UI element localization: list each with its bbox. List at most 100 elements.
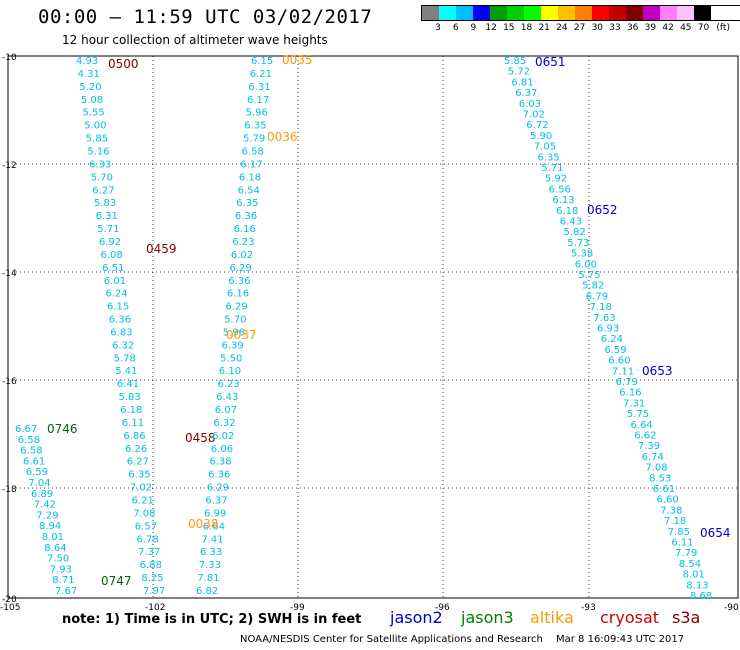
wave-height-value: 8.54 (679, 559, 701, 570)
wave-height-value: 7.93 (50, 564, 72, 575)
wave-height-value: 6.74 (642, 452, 664, 463)
legend-color-box (660, 6, 677, 20)
wave-height-value: 5.82 (582, 281, 604, 292)
lat-label: -14 (2, 269, 17, 279)
wave-height-value: 6.06 (211, 444, 233, 455)
wave-height-value: 6.27 (92, 185, 114, 196)
legend-color-box (422, 6, 439, 20)
wave-height-value: 5.55 (83, 108, 105, 119)
wave-height-value: 6.78 (137, 534, 159, 545)
wave-height-value: 6.01 (104, 276, 126, 287)
legend-label: 30 (591, 23, 604, 33)
legend-label: 45 (680, 23, 692, 33)
legend-color-box (609, 6, 626, 20)
pass-time-label: 0037 (226, 328, 257, 342)
timestamp-text: Mar 8 16:09:43 UTC 2017 (556, 634, 685, 645)
wave-height-value: 6.38 (209, 457, 231, 468)
wave-height-value: 6.58 (242, 147, 264, 158)
wave-height-value: 6.37 (205, 496, 227, 507)
satellite-s3a: s3a (672, 608, 701, 627)
wave-height-value: 6.33 (89, 159, 111, 170)
wave-height-value: 6.43 (560, 217, 582, 228)
pass-time-label: 0654 (700, 526, 731, 540)
pass-time-label: 0038 (188, 517, 219, 531)
legend-color-boxes (421, 5, 740, 21)
wave-height-value: 6.35 (236, 198, 258, 209)
wave-height-value: 6.31 (248, 82, 270, 93)
lon-label: -105 (0, 603, 20, 613)
wave-height-value: 6.33 (200, 547, 222, 558)
lat-label: -12 (2, 161, 17, 171)
wave-height-value: 7.08 (645, 463, 667, 474)
wave-height-value: 6.93 (597, 324, 619, 335)
wave-height-value: 6.60 (657, 495, 679, 506)
wave-height-value: 6.29 (226, 302, 248, 313)
wave-height-value: 6.83 (110, 328, 132, 339)
wave-height-value: 5.83 (94, 198, 116, 209)
legend-label: 70 (697, 23, 710, 33)
wave-height-value: 7.11 (612, 366, 634, 377)
wave-height-value: 6.21 (250, 69, 272, 80)
wave-height-value: 6.15 (107, 302, 129, 313)
pass-time-label: 0746 (47, 422, 78, 436)
wave-height-value: 5.98 (223, 328, 245, 339)
wave-height-value: 7.81 (197, 573, 219, 584)
wave-height-value: 6.58 (18, 435, 40, 446)
wave-height-value: 6.59 (26, 467, 48, 478)
pass-time-label: 0035 (282, 53, 313, 67)
wave-height-value: 6.27 (127, 457, 149, 468)
lat-label: -18 (2, 485, 17, 495)
wave-height-value: 5.75 (578, 270, 600, 281)
lat-label: -10 (2, 53, 17, 63)
wave-height-value: 6.72 (526, 120, 548, 131)
wave-height-value: 7.37 (138, 547, 160, 558)
legend-color-box (456, 6, 473, 20)
wave-height-value: 6.11 (122, 418, 144, 429)
legend-color-box (507, 6, 524, 20)
legend-label: 3 (435, 23, 441, 33)
units-note: note: 1) Time is in UTC; 2) SWH is in fe… (62, 612, 362, 627)
wave-height-value: 7.42 (34, 500, 56, 511)
wave-height-value: 6.26 (125, 444, 147, 455)
wave-height-value: 8.01 (683, 570, 705, 581)
wave-height-value: 7.39 (638, 441, 660, 452)
lon-label: -96 (435, 603, 450, 613)
wave-height-value: 7.79 (675, 548, 697, 559)
wave-height-value: 6.15 (251, 56, 273, 67)
wave-height-value: 6.82 (196, 586, 218, 597)
legend-label: 18 (520, 23, 533, 33)
wave-height-value: 4.31 (78, 69, 100, 80)
wave-height-value: 6.67 (15, 424, 37, 435)
pass-time-label: 0459 (146, 242, 177, 256)
wave-height-value: 6.02 (212, 431, 234, 442)
legend-label: 42 (662, 23, 674, 33)
wave-height-value: 8.25 (141, 573, 163, 584)
wave-height-value: 6.61 (23, 456, 45, 467)
map-title: 00:00 – 11:59 UTC 03/02/2017 (38, 6, 373, 28)
legend-color-box (473, 6, 490, 20)
wave-height-value: 7.02 (130, 483, 152, 494)
wave-height-value: 7.67 (55, 586, 77, 597)
wave-height-value: 6.36 (109, 315, 131, 326)
wave-height-value: 5.38 (571, 249, 593, 260)
wave-height-value: 6.57 (135, 521, 157, 532)
legend-label: 24 (556, 23, 568, 33)
wave-height-value: 7.41 (201, 534, 223, 545)
legend-tick-labels: 3 6 9 12 15 18 21 24 27 30 33 36 39 42 45 70 (ft) (421, 21, 740, 35)
wave-height-value: 7.18 (590, 302, 612, 313)
pass-time-label: 0747 (101, 574, 132, 588)
wave-height-value: 6.16 (619, 388, 641, 399)
lon-label: -102 (145, 603, 165, 613)
legend-label: 27 (573, 23, 586, 33)
wave-height-value: 7.18 (664, 516, 686, 527)
wave-height-value: 6.81 (511, 77, 533, 88)
wave-height-value: 7.63 (593, 313, 615, 324)
wave-height-value: 5.00 (84, 121, 106, 132)
wave-height-value: 6.61 (653, 484, 675, 495)
lat-label: -16 (2, 377, 17, 387)
wave-height-value: 6.31 (96, 211, 118, 222)
wave-height-value: 6.86 (123, 431, 145, 442)
wave-height-value: 5.08 (81, 95, 103, 106)
wave-height-value: 6.00 (575, 259, 597, 270)
legend-label: 36 (626, 23, 639, 33)
